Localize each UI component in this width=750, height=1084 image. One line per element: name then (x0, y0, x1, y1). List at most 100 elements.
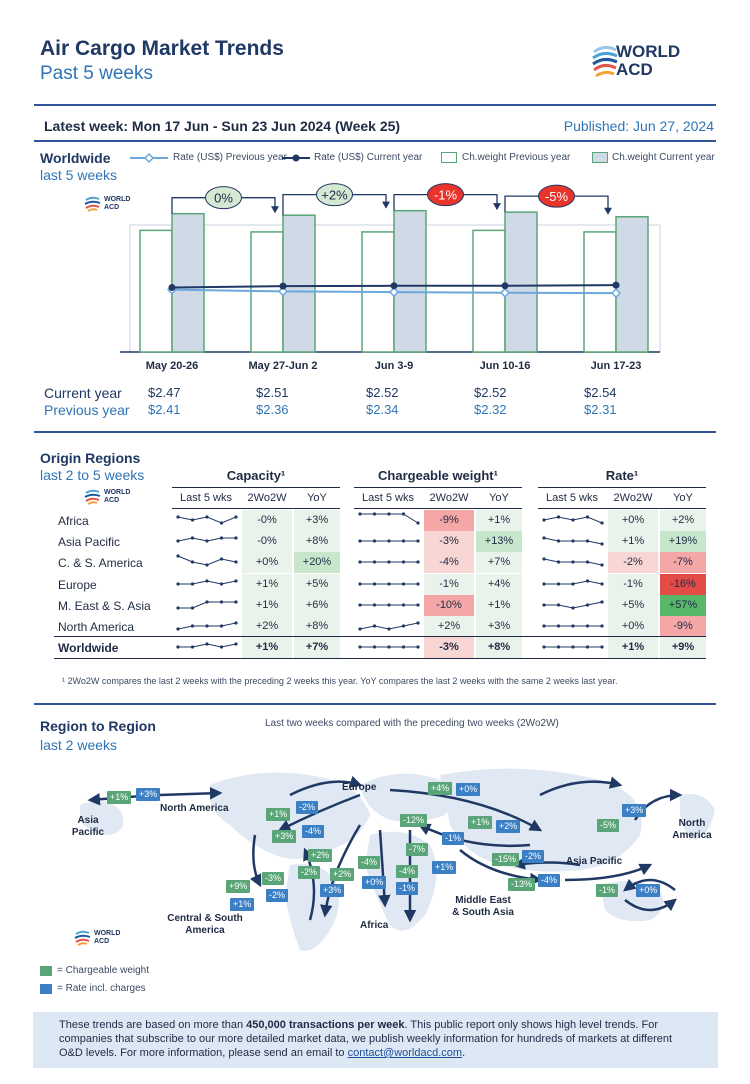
x-tick-label: May 20-26 (146, 360, 199, 372)
tag-weight: +1% (107, 791, 132, 804)
divider (54, 658, 706, 660)
cell-yoy: +5% (294, 573, 340, 595)
sparkline (176, 621, 238, 631)
bar-weight-curr (393, 209, 427, 353)
sparkline (542, 578, 604, 586)
column-header: YoY (489, 492, 509, 504)
column-header: Last 5 wks (362, 492, 414, 504)
map-label-north-america-top: North America (160, 803, 229, 814)
cell-yoy: +3% (476, 616, 522, 637)
rate-prev-point (388, 287, 400, 298)
tag-weight: -1% (596, 884, 619, 897)
cell-2wo2w: -1% (424, 573, 474, 595)
x-tick-label: May 27-Jun 2 (248, 360, 317, 372)
tag-rate: -2% (522, 850, 545, 863)
key-blue: = Rate incl. charges (57, 983, 146, 994)
legend-weight-prev-icon (441, 152, 457, 163)
page-title: Air Cargo Market Trends (40, 37, 284, 60)
column-header: YoY (307, 492, 327, 504)
legend-weight-curr: Ch.weight Current year (612, 152, 715, 163)
divider (172, 487, 340, 488)
cell-2wo2w: -0% (242, 531, 292, 553)
change-badge (316, 183, 353, 207)
rate-curr-point (390, 282, 398, 290)
group-weight: Chargeable weight¹ (378, 468, 498, 483)
region-label: Asia Pacific (58, 535, 121, 550)
tag-weight: +4% (428, 782, 453, 795)
world-acd-small-logo (74, 930, 91, 946)
cell-2wo2w: +0% (242, 552, 292, 574)
region-to-region-subtitle: last 2 weeks (40, 737, 118, 753)
legend-rate-curr-icon (282, 154, 310, 162)
tag-weight: -12% (400, 814, 428, 827)
tag-rate: +3% (320, 884, 345, 897)
rate-prev-point (277, 286, 289, 297)
column-header: 2Wo2W (247, 492, 287, 504)
divider (34, 703, 716, 705)
world-acd-small-logo (84, 489, 101, 505)
divider (354, 487, 522, 488)
legend-rate-curr: Rate (US$) Current year (314, 152, 423, 163)
tag-rate: +3% (622, 804, 647, 817)
tag-weight: -4% (396, 865, 419, 878)
world-map (80, 768, 715, 951)
key-green: = Chargeable weight (57, 965, 150, 976)
sparkline (542, 624, 604, 628)
group-capacity: Capacity¹ (226, 468, 286, 483)
divider (354, 508, 522, 509)
legend-weight-curr-icon (592, 152, 608, 163)
tag-weight: -15% (492, 853, 520, 866)
bar-weight-curr (282, 214, 316, 353)
map-label-middle-east: Middle East & South Asia (452, 895, 514, 918)
map-label-europe: Europe (342, 782, 377, 793)
cell-yoy: +7% (294, 637, 340, 659)
sparkline (176, 578, 238, 586)
sparkline (176, 536, 238, 543)
tag-weight: +2% (308, 849, 333, 862)
tag-weight: +1% (468, 816, 493, 829)
tag-rate: -1% (442, 832, 465, 845)
region-label: Worldwide (58, 641, 119, 656)
logo-wordmark: WORLD ACD (616, 42, 681, 79)
cell-yoy: +7% (476, 552, 522, 574)
tag-rate: -4% (302, 825, 325, 838)
bar-weight-prev (139, 229, 173, 353)
latest-week: Latest week: Mon 17 Jun - Sun 23 Jun 202… (44, 118, 401, 134)
tag-rate: +3% (136, 788, 161, 801)
worldwide-title: Worldwide (40, 150, 111, 166)
cell-yoy: -7% (660, 552, 706, 574)
sparkline (176, 515, 238, 525)
info-box: These trends are based on more than 450,… (33, 1012, 718, 1068)
key-green-swatch (40, 966, 52, 976)
sparkline (176, 600, 238, 610)
tag-rate: +0% (636, 884, 661, 897)
key-blue-swatch (40, 984, 52, 994)
change-label: +2% (321, 188, 348, 203)
x-tick-label: Jun 10-16 (480, 360, 531, 372)
tag-rate: -2% (296, 801, 319, 814)
change-label: 0% (214, 191, 233, 206)
tag-weight: -3% (262, 872, 285, 885)
cell-yoy: +57% (660, 594, 706, 616)
cell-2wo2w: +1% (242, 573, 292, 595)
sparkline (358, 581, 420, 586)
small-logo-text: WORLD ACD (104, 489, 131, 504)
tag-weight: -13% (508, 878, 536, 891)
sparkline (358, 539, 420, 543)
footnote: ¹ 2Wo2W compares the last 2 weeks with t… (62, 676, 618, 686)
cell-yoy: +19% (660, 531, 706, 553)
tag-weight: -4% (358, 856, 381, 869)
cell-2wo2w: -3% (424, 531, 474, 553)
cell-2wo2w: -9% (424, 510, 474, 531)
tag-weight: -5% (597, 819, 620, 832)
region-label: M. East & S. Asia (58, 598, 151, 613)
tag-rate: +0% (362, 876, 387, 889)
bar-weight-curr (171, 212, 205, 353)
column-header: 2Wo2W (613, 492, 653, 504)
world-acd-small-logo (84, 196, 101, 212)
map-label-asia-pacific-left: Asia Pacific (71, 815, 105, 838)
contact-email-link[interactable]: contact@worldacd.com (347, 1047, 463, 1059)
bar-weight-curr (615, 215, 649, 353)
rate-previous-value: $2.41 (148, 402, 181, 417)
tag-weight: +1% (266, 808, 291, 821)
